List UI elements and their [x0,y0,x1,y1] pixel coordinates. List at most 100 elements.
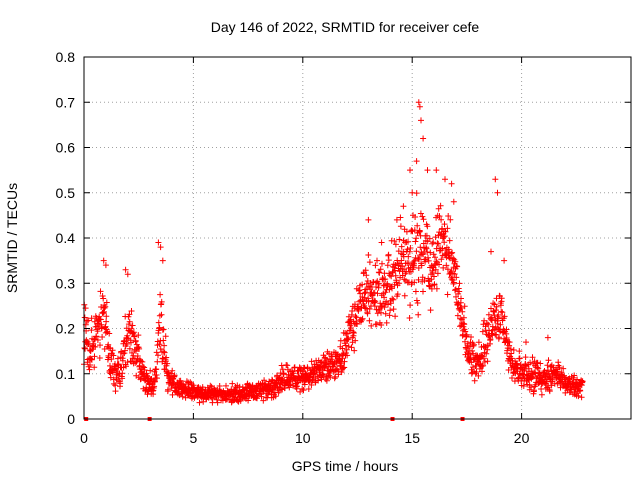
data-point [352,337,359,344]
data-point [272,393,279,400]
data-point [155,352,161,359]
data-point [92,336,98,343]
data-point [169,367,176,374]
data-point [168,370,175,377]
data-point [446,237,453,244]
data-point [461,303,468,310]
data-point [126,345,133,352]
data-point [133,348,139,355]
data-point [556,364,563,371]
data-point [412,288,419,295]
data-point [440,234,447,241]
data-point [96,355,103,361]
data-point [480,362,487,369]
data-point [363,272,370,279]
data-point [488,248,494,255]
data-point [133,358,140,365]
data-point [398,257,405,264]
data-point [94,337,101,343]
data-point [299,385,306,392]
data-point [374,257,380,264]
data-point [545,384,552,391]
data-point [396,280,403,287]
data-point [470,341,477,348]
data-point [101,305,108,311]
data-point [389,295,396,302]
data-point [350,330,357,336]
y-tick-label: 0.3 [56,275,76,291]
data-point [343,346,350,353]
data-point [441,233,448,240]
data-point [459,308,466,315]
data-point [460,314,467,321]
data-point [308,382,315,388]
data-point [399,263,406,269]
data-point [454,312,461,319]
data-point [423,232,430,239]
data-point [128,325,135,332]
data-point [473,369,480,375]
data-point [92,343,99,350]
data-point [344,352,351,359]
data-point [471,377,478,384]
data-point [391,238,398,244]
data-point [448,250,455,257]
data-point [106,330,113,337]
x-tick-label: 10 [295,430,311,446]
data-point [378,309,384,316]
data-point [418,262,425,269]
data-point [479,328,486,335]
data-point [379,260,385,267]
data-point [207,382,214,389]
data-point [409,189,416,196]
data-point [122,266,129,273]
data-point [424,167,431,174]
data-point [398,243,405,250]
data-point [448,180,455,187]
data-point [442,176,448,183]
data-point [124,271,131,278]
data-point [213,396,220,403]
data-point [434,240,441,247]
data-point [436,261,442,268]
data-point [432,254,438,261]
data-point [516,348,523,355]
data-point [392,313,399,320]
data-point [405,260,412,267]
data-point [412,238,419,245]
data-point [496,334,503,341]
data-point [469,364,476,371]
data-point [416,103,423,110]
data-point [441,221,448,228]
data-point [431,281,438,288]
data-point [376,306,383,313]
data-point [305,386,312,392]
data-point [323,377,330,384]
data-point [160,337,167,344]
data-point [331,375,338,382]
data-point [134,353,141,359]
data-point [454,263,461,270]
data-point [484,358,491,365]
data-point [157,244,164,251]
data-point [161,349,168,356]
data-point [531,369,538,376]
data-point [366,259,373,266]
data-point [433,285,440,292]
data-point [293,383,300,390]
data-point [128,308,135,314]
data-point [362,289,369,296]
data-point [497,302,504,309]
data-point [161,342,168,349]
data-point [126,318,133,325]
data-point [545,357,552,364]
data-point [495,312,502,318]
data-point [85,317,92,324]
data-point [397,214,404,221]
data-point [425,257,432,264]
x-tick-label: 20 [514,430,530,446]
data-point [509,375,515,381]
data-point [462,328,469,335]
data-point [320,372,327,379]
data-point [407,167,413,174]
